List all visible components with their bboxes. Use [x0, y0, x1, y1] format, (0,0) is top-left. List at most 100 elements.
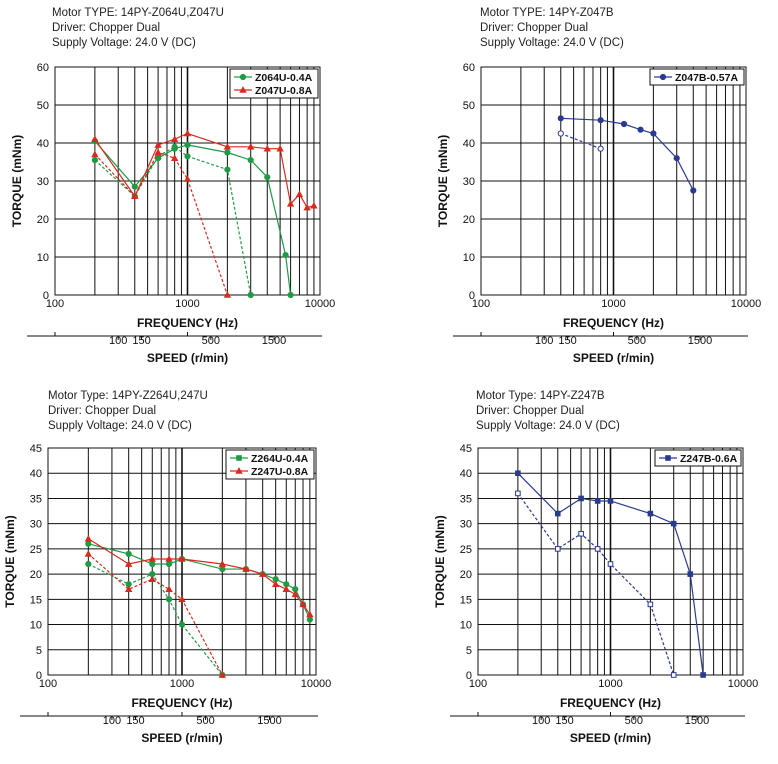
data-point — [223, 291, 232, 298]
legend-box — [225, 449, 315, 480]
data-point — [242, 565, 250, 572]
speed-axis-title: SPEED (r/min) — [570, 731, 651, 745]
legend-marker — [239, 73, 247, 81]
series-line — [94, 140, 292, 296]
speed-tick-label: 500 — [196, 715, 214, 727]
legend-label: Z064U-0.4A — [255, 72, 313, 84]
data-point — [91, 157, 98, 164]
data-point — [218, 671, 227, 678]
data-point — [178, 555, 186, 562]
chart-header-line: Motor Type: 14PY-Z264U,247U — [48, 390, 208, 402]
y-axis-title: TORQUE (mNm) — [436, 135, 450, 227]
data-point — [594, 498, 601, 504]
chart-header-line: Supply Voltage: 24.0 V (DC) — [48, 420, 192, 432]
chart-header-line: Driver: Chopper Dual — [52, 22, 160, 34]
chart-header-line: Driver: Chopper Dual — [480, 22, 588, 34]
x-tick-label: 100 — [46, 298, 64, 310]
x-tick-label: 10000 — [731, 298, 762, 310]
series-dashed-1 — [515, 490, 677, 678]
data-point — [306, 610, 314, 618]
legend-marker — [239, 86, 247, 93]
x-axis-title: FREQUENCY (Hz) — [137, 316, 238, 330]
y-tick-label: 25 — [460, 544, 472, 556]
x-tick-label: 100 — [472, 298, 490, 310]
legend-label: Z047B-0.57A — [675, 72, 738, 84]
speed-tick-label: 500 — [625, 715, 643, 727]
legend-label: Z247B-0.6A — [680, 453, 738, 465]
y-tick-label: 60 — [463, 62, 475, 74]
legend-marker — [236, 455, 242, 461]
data-point — [218, 560, 227, 567]
x-tick-label: 10000 — [301, 678, 332, 690]
y-tick-label: 40 — [37, 138, 49, 150]
data-point — [247, 142, 255, 150]
data-point — [258, 570, 267, 577]
legend-marker — [665, 455, 671, 461]
x-axis-title: FREQUENCY (Hz) — [563, 316, 664, 330]
data-point — [578, 530, 584, 537]
data-point — [620, 120, 628, 128]
speed-tick-label: 150 — [132, 335, 150, 347]
series-solid-2 — [84, 534, 314, 618]
speed-tick-label: 100 — [535, 335, 553, 347]
data-point — [131, 192, 139, 199]
data-point — [299, 600, 307, 608]
data-point — [687, 571, 694, 577]
data-point — [224, 149, 231, 156]
y-tick-label: 40 — [30, 468, 42, 480]
y-tick-label: 30 — [30, 519, 42, 531]
data-point — [247, 291, 254, 299]
data-point — [637, 126, 644, 133]
data-point — [647, 510, 654, 517]
y-tick-label: 20 — [463, 214, 475, 226]
chart-header-line: Driver: Chopper Dual — [48, 405, 156, 417]
data-point — [557, 115, 564, 122]
x-tick-label: 100 — [39, 678, 57, 690]
data-point — [165, 560, 173, 568]
data-point — [171, 143, 178, 150]
data-point — [223, 142, 232, 150]
data-point — [85, 560, 92, 568]
y-tick-label: 50 — [37, 100, 49, 112]
legend: Z047B-0.57A — [649, 68, 745, 86]
data-point — [557, 130, 564, 137]
y-axis-title: TORQUE (mNm) — [3, 515, 17, 607]
series-solid-0 — [557, 115, 697, 194]
data-point — [282, 585, 290, 593]
data-point — [219, 565, 226, 573]
series-dashed-1 — [557, 130, 604, 152]
y-tick-label: 0 — [466, 670, 472, 682]
x-tick-label: 10000 — [728, 678, 759, 690]
data-point — [515, 470, 521, 477]
y-tick-label: 20 — [30, 569, 42, 581]
data-point — [515, 490, 521, 497]
y-tick-label: 30 — [37, 176, 49, 188]
data-point — [84, 534, 93, 542]
y-tick-label: 30 — [460, 519, 472, 531]
x-axis-title: FREQUENCY (Hz) — [560, 696, 661, 710]
data-point — [607, 561, 614, 567]
y-tick-label: 50 — [463, 100, 475, 112]
series-line — [94, 151, 228, 296]
y-tick-label: 10 — [460, 620, 472, 632]
data-point — [131, 183, 138, 190]
y-tick-label: 0 — [36, 670, 42, 682]
x-axis-title: FREQUENCY (Hz) — [131, 696, 232, 710]
x-tick-label: 1000 — [170, 678, 194, 690]
x-tick-label: 1000 — [175, 298, 199, 310]
speed-tick-label: 150 — [558, 335, 576, 347]
chart-header-line: Driver: Chopper Dual — [476, 405, 584, 417]
data-point — [271, 580, 280, 587]
data-point — [282, 252, 289, 259]
data-point — [183, 129, 192, 137]
speed-tick-label: 1500 — [688, 335, 712, 347]
data-point — [295, 190, 304, 198]
chart-header-line: Motor Type: 14PY-Z247B — [476, 390, 605, 402]
data-point — [91, 150, 99, 158]
legend-box — [649, 68, 745, 86]
torque-chart-z247b: Motor Type: 14PY-Z247B Driver: Chopper Du… — [433, 390, 759, 745]
y-axis-title: TORQUE (mNm) — [10, 135, 24, 227]
x-tick-label: 1000 — [601, 298, 625, 310]
